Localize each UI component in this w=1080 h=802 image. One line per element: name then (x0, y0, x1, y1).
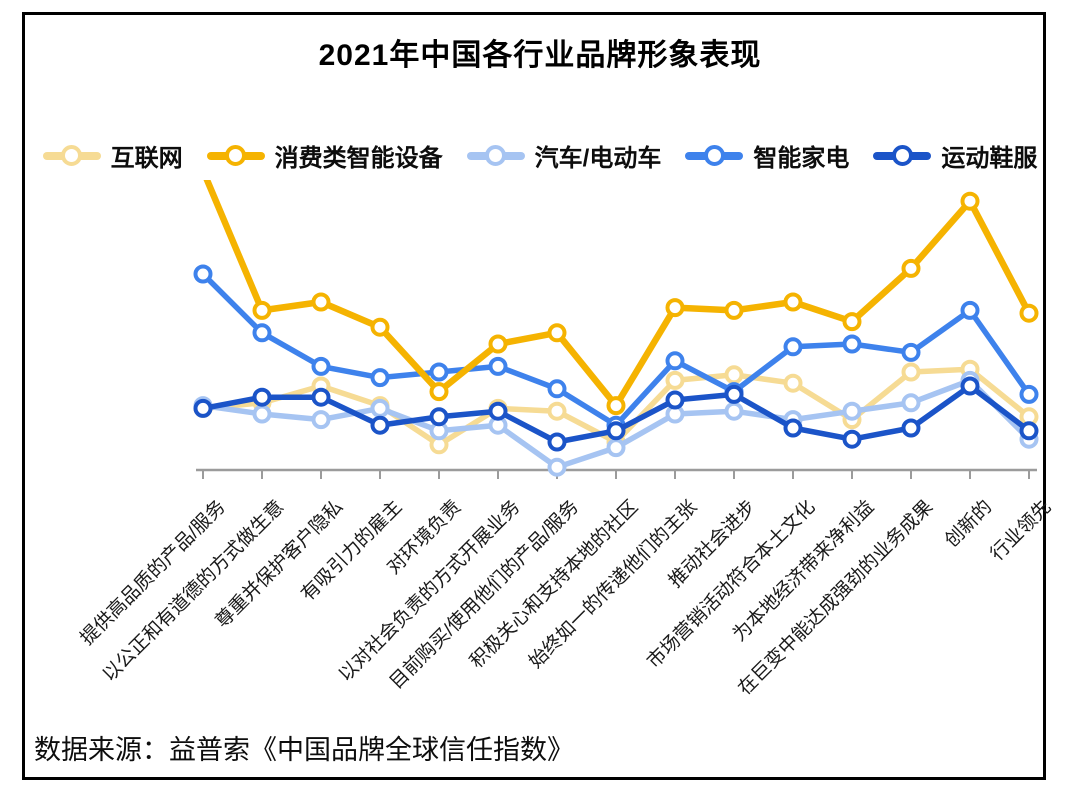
legend-ring-icon (703, 145, 725, 166)
data-point-marker (960, 376, 980, 396)
data-point-marker (665, 298, 685, 318)
data-point-marker (1019, 384, 1039, 404)
legend-line-marker-icon (42, 145, 101, 166)
data-point-marker (842, 312, 862, 332)
data-point-marker (488, 334, 508, 354)
data-point-marker (370, 368, 390, 388)
chart-title: 2021年中国各行业品牌形象表现 (318, 39, 762, 72)
data-point-marker (311, 292, 331, 312)
data-point-marker (252, 404, 272, 424)
data-point-marker (665, 370, 685, 390)
data-point-marker (960, 300, 980, 320)
legend-line-marker-icon (685, 145, 744, 166)
data-point-marker (901, 393, 921, 413)
data-point-marker (311, 387, 331, 407)
data-point-marker (724, 300, 744, 320)
data-point-marker (901, 258, 921, 278)
data-point-marker (901, 418, 921, 438)
data-point-marker (842, 429, 862, 449)
line-chart-svg (193, 180, 1039, 479)
data-point-marker (665, 351, 685, 371)
legend-label: 智能家电 (753, 145, 850, 172)
image-border-frame (22, 12, 1046, 780)
legend-ring-icon (225, 145, 247, 166)
data-point-marker (429, 362, 449, 382)
legend-ring-icon (891, 145, 913, 166)
data-point-marker (1019, 303, 1039, 323)
data-source-note: 数据来源：益普索《中国品牌全球信任指数》 (34, 735, 574, 765)
data-point-marker (488, 356, 508, 376)
data-point-marker (1019, 421, 1039, 441)
data-point-marker (606, 421, 626, 441)
data-point-marker (783, 337, 803, 357)
data-point-marker (429, 407, 449, 427)
legend-label: 消费类智能设备 (274, 145, 443, 172)
legend-ring-icon (485, 145, 507, 166)
data-point-marker (193, 398, 213, 418)
legend-line-marker-icon (873, 145, 932, 166)
data-point-marker (311, 356, 331, 376)
data-point-marker (842, 334, 862, 354)
data-point-marker (547, 457, 567, 477)
data-point-marker (783, 292, 803, 312)
legend-item-auto-ev: 汽车/电动车 (466, 138, 662, 173)
data-point-marker (429, 382, 449, 402)
data-point-marker (606, 396, 626, 416)
data-point-marker (842, 401, 862, 421)
data-point-marker (547, 401, 567, 421)
data-point-marker (665, 390, 685, 410)
data-point-marker (724, 401, 744, 421)
data-point-marker (901, 342, 921, 362)
legend-item-smart-home-appliances: 智能家电 (685, 138, 849, 173)
data-point-marker (783, 418, 803, 438)
data-point-marker (724, 384, 744, 404)
data-point-marker (252, 323, 272, 343)
legend-ring-icon (61, 145, 83, 166)
legend-line-marker-icon (466, 145, 525, 166)
data-point-marker (311, 410, 331, 430)
legend-label: 互联网 (110, 145, 183, 172)
legend-item-internet: 互联网 (42, 138, 183, 173)
data-point-marker (960, 191, 980, 211)
legend-item-consumer-smart-devices: 消费类智能设备 (206, 138, 443, 173)
legend-label: 汽车/电动车 (534, 145, 662, 172)
legend-label: 运动鞋服 (941, 145, 1038, 172)
data-point-marker (193, 264, 213, 284)
data-point-marker (370, 398, 390, 418)
data-point-marker (370, 317, 390, 337)
data-point-marker (547, 379, 567, 399)
data-point-marker (547, 323, 567, 343)
data-point-marker (370, 415, 390, 435)
chart-legend: 互联网 消费类智能设备 汽车/电动车 智能家电 运动鞋服 (0, 138, 1080, 173)
data-point-marker (488, 401, 508, 421)
data-point-marker (606, 438, 626, 458)
data-point-marker (252, 387, 272, 407)
legend-line-marker-icon (206, 145, 265, 166)
data-point-marker (783, 373, 803, 393)
data-point-marker (724, 365, 744, 385)
data-point-marker (901, 362, 921, 382)
legend-item-sportswear: 运动鞋服 (873, 138, 1037, 173)
data-point-marker (252, 300, 272, 320)
data-point-marker (547, 432, 567, 452)
